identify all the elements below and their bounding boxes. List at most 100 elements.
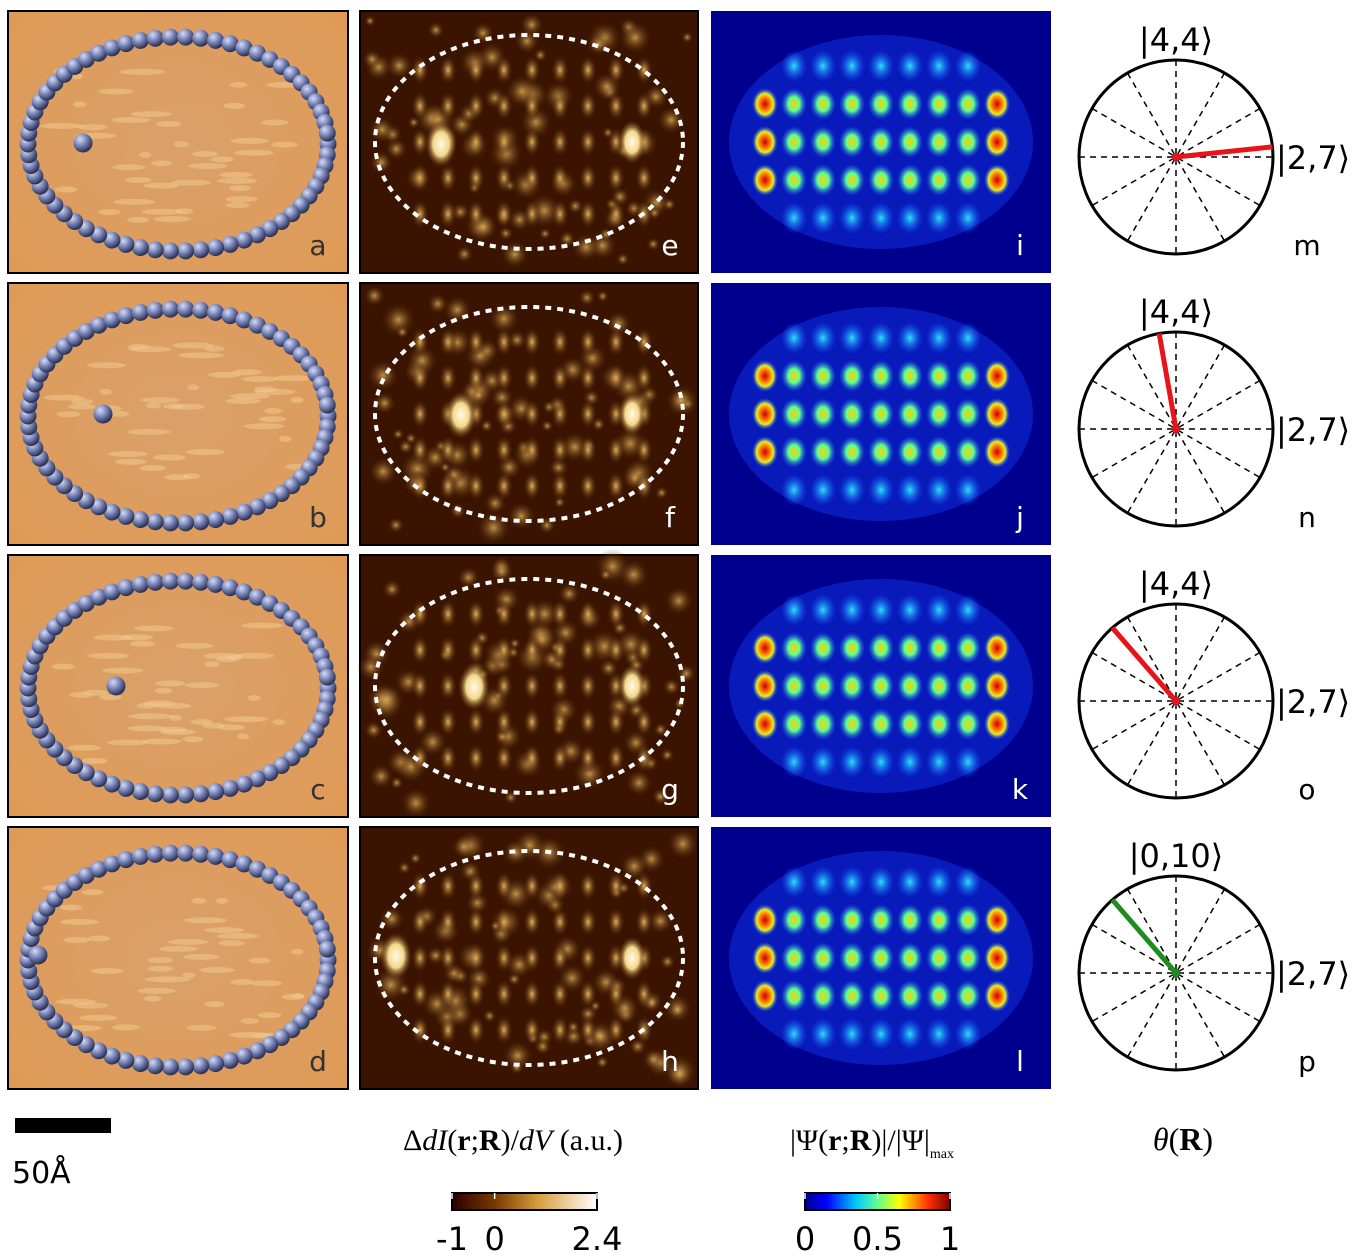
atom [207,783,224,800]
scale-bar-label: 50Å [12,1155,71,1191]
map-fringe [439,471,457,501]
map-fringe [579,471,597,501]
surface-ripple [127,217,149,223]
map-fringe [495,979,513,1009]
atom [162,514,179,531]
state-dial: |4,4⟩|2,7⟩n [1079,293,1350,534]
theory-lobe [984,904,1010,936]
theory-lobe [868,436,894,468]
map-speckle [427,293,448,314]
theory-lobe [897,942,923,974]
theory-lobe [839,436,865,468]
theory-lobe [781,474,807,506]
theory-lobe [810,126,836,158]
surface-ripple [291,949,303,955]
map-speckle [455,245,473,263]
surface-ripple [235,150,274,156]
map-speckle [616,252,630,266]
theory-lobe [955,398,981,430]
map-fringe [495,907,513,937]
map-fringe [467,127,485,157]
theory-panel: j [711,283,1051,545]
theory-lobe [926,1018,952,1050]
theory-lobe [839,670,865,702]
surface-ripple [52,664,75,670]
map-fringe [607,707,625,737]
surface-ripple [261,119,288,125]
map-fringe [495,743,513,773]
surface-ripple [128,713,174,719]
theory-lobe [781,50,807,82]
atom [147,785,164,802]
topography-panel: c [8,555,348,817]
theory-lobe [955,980,981,1012]
surface-ripple [219,172,252,178]
map-fringe [495,327,513,357]
map-fringe [523,55,541,85]
theory-lobe [897,164,923,196]
map-fringe [411,707,429,737]
theory-lobe [781,866,807,898]
map-bright-spot [618,120,646,164]
topography-panel: d [8,827,348,1089]
theory-lobe [955,88,981,120]
surface-ripple [226,202,250,208]
surface-ripple [146,403,161,409]
map-fringe [607,599,625,629]
surface-ripple [170,404,205,410]
surface-ripple [141,209,183,215]
map-bright-spot [380,932,412,980]
theory-lobe [810,474,836,506]
atom [117,35,134,52]
figure: 50Å ΔdI(r;R)/dV (a.u.) |Ψ(r;R)|/|Ψ|max θ… [0,0,1356,1257]
theory-lobe [839,708,865,740]
surface-ripple [129,346,171,352]
map-fringe [467,635,485,665]
surface-ripple [102,668,144,674]
surface-ripple [229,1032,271,1038]
caption-part: )|/|Ψ| [871,1124,929,1157]
map-fringe [495,671,513,701]
theory-lobe [897,398,923,430]
theory-lobe [897,980,923,1012]
map-speckle [625,769,653,797]
surface-ripple [82,889,104,895]
map-speckle [669,1002,686,1019]
surface-ripple [73,101,86,107]
atom [207,848,224,865]
surface-ripple [250,980,282,986]
theory-lobe [839,632,865,664]
surface-ripple [134,625,174,631]
map-fringe [579,635,597,665]
theory-lobe [810,1018,836,1050]
surface-ripple [125,177,151,183]
theory-lobe [781,360,807,392]
map-fringe [579,599,597,629]
surface-ripple [241,1018,258,1024]
theory-lobe [839,866,865,898]
map-fringe [439,707,457,737]
atom [319,669,336,686]
surface-ripple [144,996,161,1002]
map-speckle [669,388,693,412]
surface-ripple [199,967,235,973]
theory-lobe [810,164,836,196]
map-speckle [541,419,554,432]
map-fringe [523,599,541,629]
map-fringe [467,471,485,501]
impurity-atom [94,405,113,424]
theory-lobe [955,322,981,354]
map-fringe [523,707,541,737]
theory-lobe [752,164,778,196]
theory-lobe [897,126,923,158]
panel-letter: n [1298,501,1316,534]
surface-ripple [88,653,130,659]
theory-lobe [839,1018,865,1050]
theory-lobe [752,360,778,392]
panel-letter: o [1298,773,1315,806]
surface-ripple [217,178,257,184]
atom [177,242,194,259]
theory-lobe [781,594,807,626]
map-fringe [467,707,485,737]
topography-panel: a [8,11,348,273]
